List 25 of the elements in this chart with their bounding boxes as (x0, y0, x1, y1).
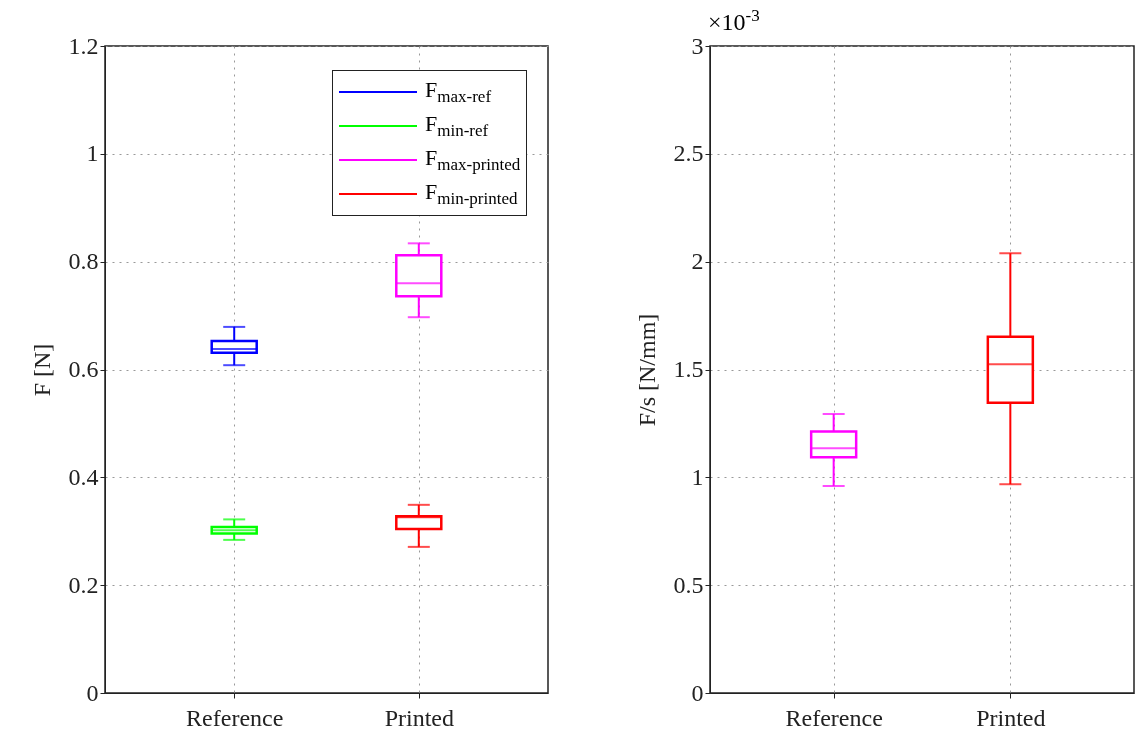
y-axis-title: F/s [N/mm] (633, 313, 660, 427)
y-tick-label: 0.4 (68, 463, 99, 490)
y-tick-label: 0.5 (673, 571, 704, 598)
y-tick-label: 0.6 (68, 356, 99, 382)
x-tick-label: Reference (785, 704, 883, 731)
y-tick-label: 0.2 (68, 571, 99, 598)
legend-label: F$_{max-ref}$ (425, 76, 492, 108)
x-tick-label: Printed (384, 704, 454, 731)
y-tick-label: 1 (691, 463, 704, 490)
legend-label: F$_{min-printed}$ (425, 178, 518, 210)
y-tick-label: 1 (86, 140, 99, 167)
legend-label: F$_{max-printed}$ (425, 144, 521, 176)
y-tick-label: 0 (691, 679, 704, 706)
x-tick-label: Printed (976, 704, 1046, 731)
text: ×10$^{-3}$ (708, 6, 760, 36)
y-tick-label: 0 (86, 679, 99, 706)
y-tick-label: 1.5 (673, 356, 704, 382)
y-axis-title: F [N] (28, 343, 55, 397)
y-tick-label: 3 (691, 32, 704, 59)
y-tick-label: 0.8 (68, 248, 99, 275)
y-tick-label: 2.5 (673, 140, 704, 167)
x-tick-label: Reference (186, 704, 284, 731)
y-tick-label: 2 (691, 248, 704, 275)
y-tick-label: 1.2 (68, 32, 99, 59)
legend-label: F$_{min-ref}$ (425, 110, 489, 142)
